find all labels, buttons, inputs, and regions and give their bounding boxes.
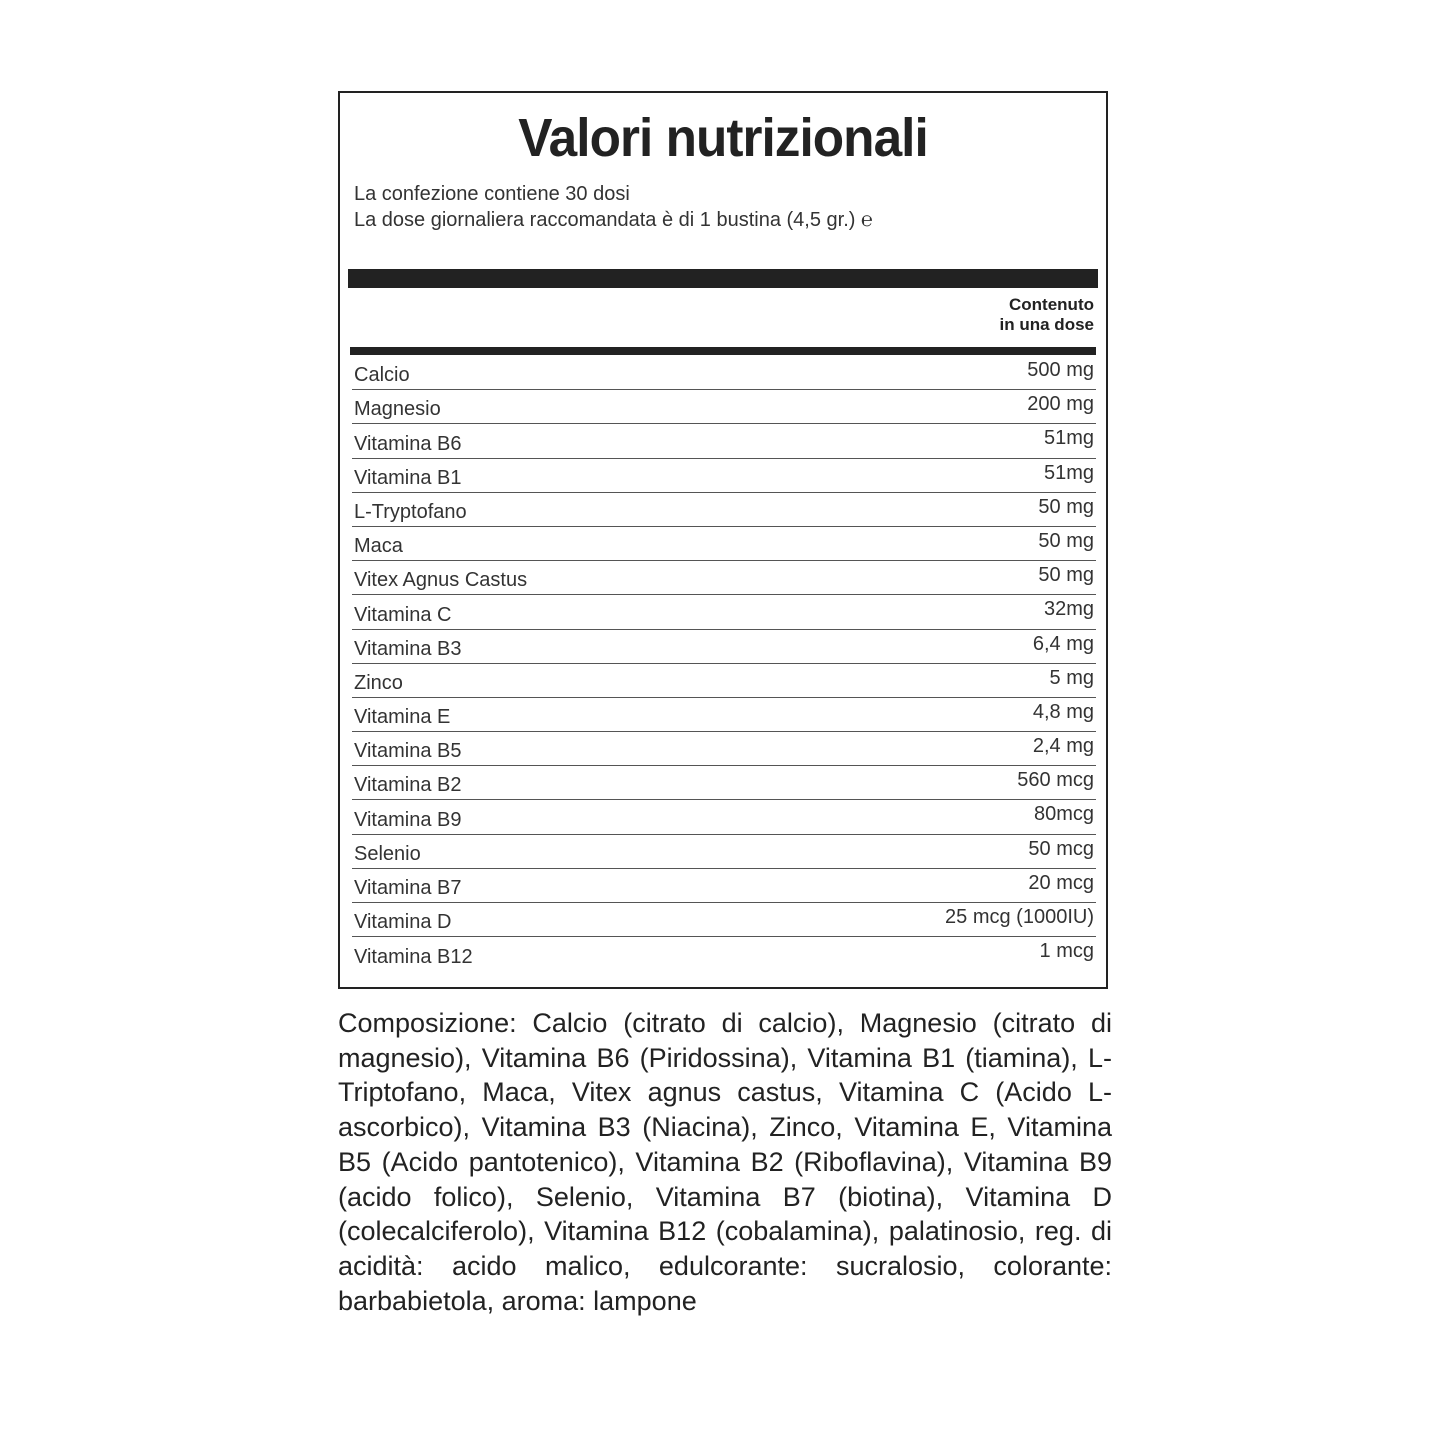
nutrient-value: 50 mcg <box>1028 837 1094 860</box>
table-row: Selenio 50 mcg <box>352 835 1096 869</box>
nutrient-name: Vitamina C <box>354 603 452 626</box>
table-row: Vitamina B5 2,4 mg <box>352 732 1096 767</box>
nutrient-name: Calcio <box>354 364 410 387</box>
table-row: Vitamina B3 6,4 mg <box>352 630 1096 664</box>
nutrient-name: Vitamina B3 <box>354 637 462 660</box>
table-row: L-Tryptofano 50 mg <box>352 493 1096 527</box>
table-row: Vitamina B7 20 mcg <box>352 869 1096 903</box>
nutrient-value: 80mcg <box>1033 803 1094 826</box>
nutrient-name: Vitamina B12 <box>354 946 473 969</box>
panel-title: Valori nutrizionali <box>518 108 928 168</box>
table-row: Vitamina B12 1 mcg <box>352 937 1096 971</box>
nutrient-value: 5 mg <box>1049 666 1094 689</box>
composition-text: Composizione: Calcio (citrato di calcio)… <box>338 1008 1112 1316</box>
nutrient-value: 200 mg <box>1027 393 1094 416</box>
nutrition-facts-panel: Valori nutrizionali La confezione contie… <box>338 91 1108 989</box>
nutrient-value: 20 mcg <box>1028 871 1094 894</box>
divider-medium <box>350 347 1096 355</box>
table-row: Vitamina E 4,8 mg <box>352 698 1096 733</box>
nutrient-value: 6,4 mg <box>1032 632 1094 655</box>
daily-dose: La dose giornaliera raccomandata è di 1 … <box>354 209 873 231</box>
column-header-line: Contenuto <box>1009 295 1094 314</box>
column-header: Contenuto in una dose <box>1000 295 1094 335</box>
table-row: Vitex Agnus Castus 50 mg <box>352 561 1096 596</box>
nutrient-name: Vitamina B2 <box>354 774 462 797</box>
table-row: Vitamina C 32mg <box>352 595 1096 630</box>
nutrient-value: 2,4 mg <box>1032 735 1094 758</box>
nutrient-value: 560 mcg <box>1017 769 1094 792</box>
nutrient-value: 500 mg <box>1027 359 1094 381</box>
nutrient-name: Magnesio <box>354 398 441 421</box>
nutrient-name: Vitex Agnus Castus <box>354 569 528 592</box>
table-row: Vitamina B2 560 mcg <box>352 766 1096 801</box>
table-row: Maca 50 mg <box>352 527 1096 562</box>
table-row: Vitamina B6 51mg <box>352 424 1096 459</box>
nutrient-value: 1 mcg <box>1039 940 1094 963</box>
table-row: Magnesio 200 mg <box>352 390 1096 425</box>
nutrient-name: Vitamina B5 <box>354 740 462 763</box>
nutrient-table: Calcio 500 mg Magnesio 200 mg Vitamina B6 51m… <box>352 356 1096 971</box>
table-row: Zinco 5 mg <box>352 664 1096 698</box>
nutrient-name: Selenio <box>354 842 421 865</box>
table-row: Vitamina B1 51mg <box>352 459 1096 493</box>
nutrient-value: 50 mg <box>1038 529 1094 552</box>
nutrient-value: 50 mg <box>1038 564 1094 587</box>
nutrient-value: 51mg <box>1043 461 1094 484</box>
nutrient-name: Vitamina B7 <box>354 877 462 899</box>
table-row: Calcio 500 mg <box>352 356 1096 391</box>
nutrient-value: 51mg <box>1043 427 1094 450</box>
nutrient-value: 25 mcg (1000IU) <box>945 906 1094 928</box>
table-row: Vitamina B9 80mcg <box>352 800 1096 835</box>
column-header-line: in una dose <box>999 315 1094 334</box>
nutrient-name: Vitamina E <box>354 706 451 729</box>
nutrient-name: L-Tryptofano <box>354 500 467 523</box>
divider-thick <box>348 269 1098 288</box>
nutrient-name: Zinco <box>354 671 403 694</box>
nutrient-value: 32mg <box>1043 598 1094 621</box>
nutrient-name: Vitamina B1 <box>354 466 462 489</box>
package-doses: La confezione contiene 30 dosi <box>354 183 630 205</box>
serving-info: La confezione contiene 30 dosi La dose g… <box>354 181 873 233</box>
nutrient-name: Vitamina D <box>354 911 452 934</box>
nutrient-value: 4,8 mg <box>1032 700 1094 723</box>
nutrient-name: Vitamina B9 <box>354 808 462 831</box>
nutrient-name: Vitamina B6 <box>354 432 462 455</box>
table-row: Vitamina D 25 mcg (1000IU) <box>352 903 1096 938</box>
nutrient-name: Maca <box>354 535 403 558</box>
nutrient-value: 50 mg <box>1038 495 1094 518</box>
